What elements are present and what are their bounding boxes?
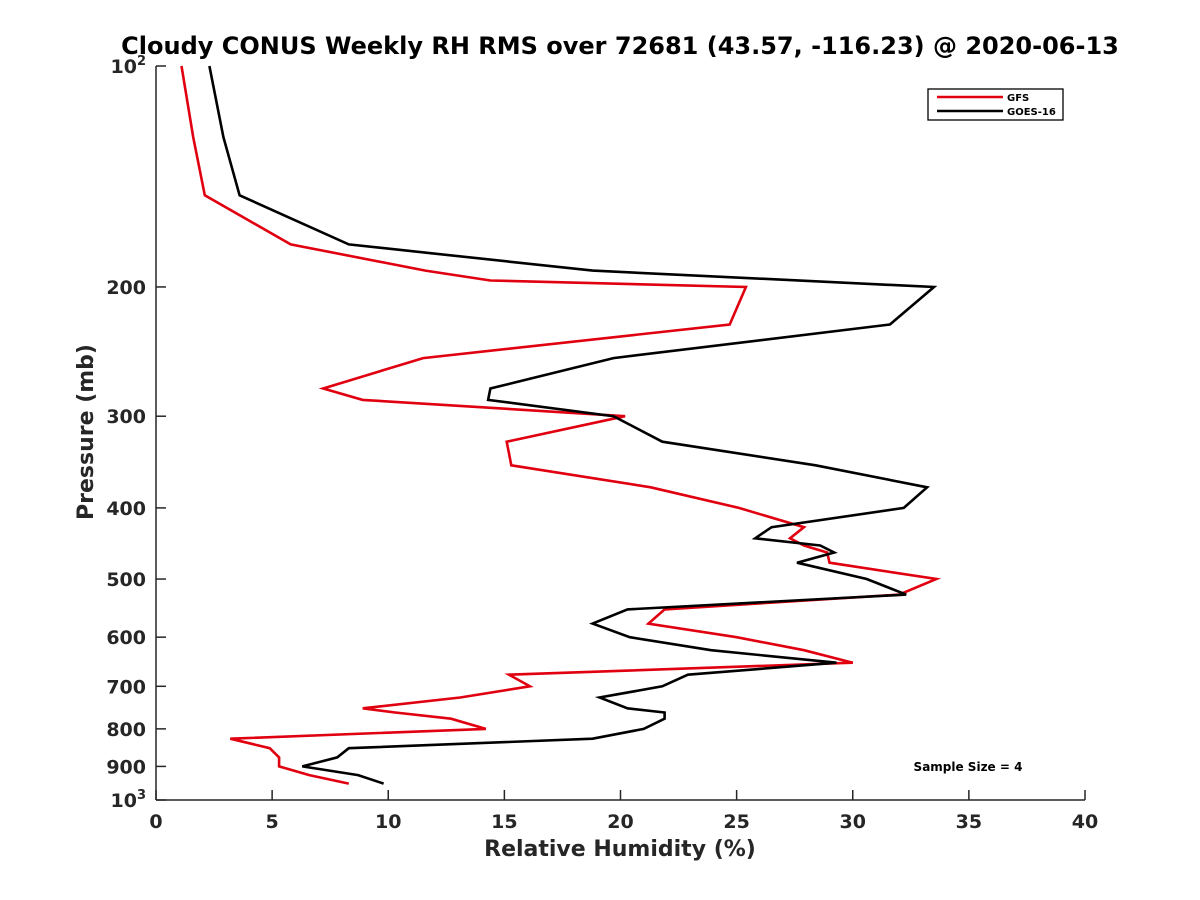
y-axis-label: Pressure (mb) [74,344,99,520]
axes: 0 5 10 15 20 25 30 35 40 102 200 300 400 500 600 700 800… [106,54,1098,833]
y-tick-label: 900 [106,756,146,778]
x-axis-label: Relative Humidity (%) [484,837,756,862]
series-line-gfs [180,65,942,785]
x-tick-label: 15 [491,811,517,833]
legend-label-gfs: GFS [1007,93,1029,104]
x-tick-label: 0 [149,811,162,833]
sample-size-annotation: Sample Size = 4 [914,760,1023,774]
plot-area [180,65,942,785]
y-tick-label: 300 [106,406,146,428]
y-tick-label: 102 [111,54,147,78]
legend-box [927,88,1064,121]
x-tick-label: 5 [266,811,279,833]
y-tick-label: 800 [106,719,146,741]
x-tick-label: 40 [1072,811,1098,833]
x-tick-label: 20 [607,811,633,833]
x-tick-label: 10 [375,811,401,833]
series-line-goes16 [208,65,938,785]
y-tick-label: 500 [106,569,146,591]
y-tick-label: 103 [111,788,147,812]
legend-label-goes16: GOES-16 [1007,107,1056,118]
y-tick-label: 200 [106,277,146,299]
y-tick-label: 700 [106,676,146,698]
legend: GFS GOES-16 [927,88,1064,121]
y-tick-label: 600 [106,627,146,649]
y-tick-label: 400 [106,498,146,520]
x-tick-label: 30 [840,811,866,833]
x-tick-label: 35 [956,811,982,833]
chart-title: Cloudy CONUS Weekly RH RMS over 72681 (4… [121,32,1119,60]
x-tick-label: 25 [723,811,749,833]
